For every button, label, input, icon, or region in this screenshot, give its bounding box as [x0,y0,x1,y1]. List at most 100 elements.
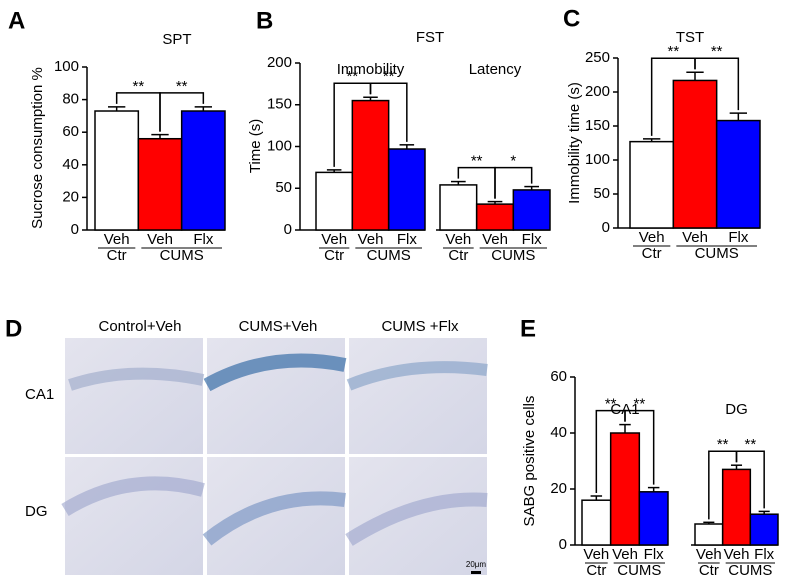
x-tick-label: Flx [193,231,213,248]
significance-label: ** [633,396,645,413]
x-tick-label: Flx [754,546,774,563]
significance-label: ** [711,43,723,60]
scale-bar [471,571,481,574]
y-tick-label: 40 [62,156,79,173]
condition-label: Ctr [448,247,468,264]
panel-letter: D [5,315,22,342]
x-tick-label: Veh [358,231,384,248]
y-axis-title: SABG positive cells [521,396,538,527]
micrograph [349,457,487,575]
x-tick-label: Veh [482,231,508,248]
bar [387,148,426,231]
row-label: CA1 [25,386,54,403]
bar [439,184,478,231]
condition-label: Ctr [324,247,344,264]
bar [715,119,761,229]
bar [475,203,515,231]
panel-letter: B [256,7,273,34]
y-tick-label: 200 [267,54,292,71]
micrograph [65,338,203,454]
significance-bracket [159,92,205,132]
y-tick-label: 0 [284,221,292,238]
condition-label: CUMS [160,247,204,264]
bar [512,189,551,231]
group-title: CA1 [610,401,639,418]
condition-label: CUMS [617,562,661,578]
y-axis-title: Time (s) [247,119,264,173]
condition-label: Ctr [586,562,606,578]
cell-layer [345,492,488,546]
y-tick-label: 100 [267,137,292,154]
significance-label: ** [744,436,756,453]
x-tick-label: Veh [104,231,130,248]
significance-bracket [494,166,533,199]
bar [629,140,675,229]
x-tick-label: Veh [682,229,708,246]
y-tick-label: 50 [275,179,292,196]
cell-layer [61,476,205,516]
x-tick-label: Veh [147,231,173,248]
condition-label: Ctr [699,562,719,578]
y-tick-label: 0 [71,221,79,238]
significance-bracket [735,450,765,509]
x-tick-label: Veh [445,231,471,248]
panel-letter: A [8,7,25,34]
y-tick-label: 80 [62,91,79,108]
image-panel: D Control+Veh CUMS+Veh CUMS +Flx CA1 DG … [5,315,488,575]
y-tick-label: 60 [62,123,79,140]
significance-bracket [694,57,740,111]
group-title: Immobility [337,61,405,78]
column-label: CUMS+Veh [239,318,318,335]
micrograph [349,338,487,454]
x-tick-label: Flx [644,546,664,563]
cell-layer [203,353,347,392]
bar [721,468,752,546]
y-tick-label: 20 [550,480,567,497]
significance-bracket [624,409,655,485]
condition-label: Ctr [642,245,662,262]
y-tick-label: 0 [559,536,567,553]
condition-label: CUMS [695,245,739,262]
cell-layer [202,491,346,546]
x-tick-label: Flx [522,231,542,248]
chart-title: TST [676,29,704,46]
column-label: CUMS +Flx [381,318,459,335]
y-tick-label: 40 [550,424,567,441]
bar [94,110,140,231]
bar [638,491,669,546]
condition-label: CUMS [367,247,411,264]
y-tick-label: 200 [585,83,610,100]
micrograph [207,457,345,575]
y-tick-label: 100 [54,58,79,75]
bar [137,137,183,231]
chart-title: FST [416,29,444,46]
group-title: DG [725,401,748,418]
cell-layer [346,361,488,391]
x-tick-label: Veh [583,546,609,563]
bar [672,79,718,229]
column-label: Control+Veh [99,318,182,335]
panel-letter: C [563,5,580,32]
row-label: DG [25,503,48,520]
group-title: Latency [469,61,522,78]
y-tick-label: 60 [550,368,567,385]
y-axis-title: Immobility time (s) [566,82,583,204]
bar [351,99,390,231]
x-tick-label: Veh [639,229,665,246]
significance-label: ** [383,68,395,85]
y-tick-label: 50 [593,185,610,202]
y-tick-label: 0 [602,219,610,236]
significance-label: ** [605,396,617,413]
bar [180,110,226,231]
bar [581,499,612,546]
y-tick-label: 250 [585,49,610,66]
y-tick-label: 20 [62,188,79,205]
significance-label: ** [132,78,144,95]
panel-letter: E [520,315,536,342]
bar [609,432,641,546]
chart-title: SPT [162,31,191,48]
significance-label: ** [176,78,188,95]
scale-label: 20μm [466,560,487,569]
y-axis-title: Sucrose consumption % [29,67,46,229]
x-tick-label: Veh [612,546,638,563]
